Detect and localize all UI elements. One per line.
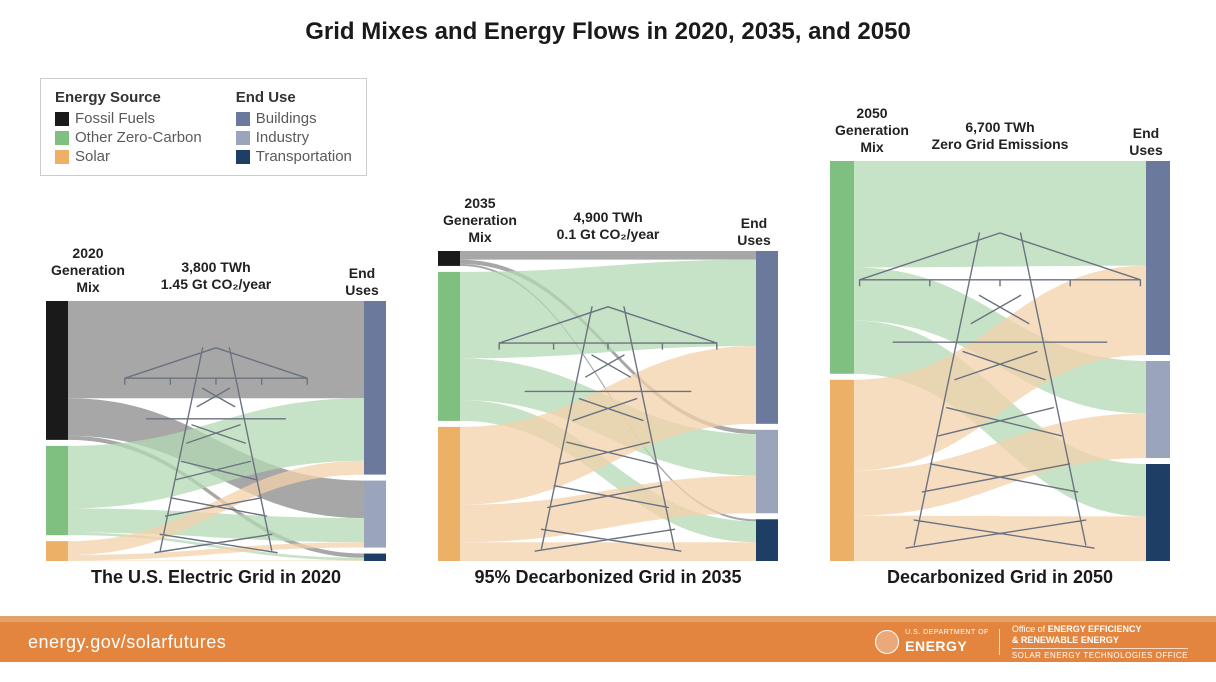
source-bar-solar [46, 541, 68, 561]
footer: energy.gov/solarfutures U.S. DEPARTMENT … [0, 616, 1216, 662]
legend-label: Buildings [256, 110, 317, 127]
legend-item-buildings: Buildings [236, 110, 352, 127]
doe-logo: U.S. DEPARTMENT OF ENERGY [875, 629, 1000, 654]
footer-url: energy.gov/solarfutures [28, 632, 226, 653]
source-bar-fossil [438, 251, 460, 266]
oeere-l2: & RENEWABLE ENERGY [1012, 635, 1188, 646]
legend-label: Other Zero-Carbon [75, 129, 202, 146]
doe-small: U.S. DEPARTMENT OF [905, 629, 989, 637]
enduse-bar-industry [756, 430, 778, 513]
end-uses-label: End Uses [1126, 125, 1166, 159]
legend-col-enduse: End Use Buildings Industry Transportatio… [236, 89, 352, 165]
sankey-svg-2050 [830, 161, 1170, 561]
legend-label: Solar [75, 148, 110, 165]
swatch-zero [55, 131, 69, 145]
swatch-solar [55, 150, 69, 164]
swatch-buildings [236, 112, 250, 126]
legend-label: Industry [256, 129, 309, 146]
panel-2050: 2050 Generation Mix 6,700 TWh Zero Grid … [830, 161, 1170, 588]
enduse-bar-transport [364, 554, 386, 561]
swatch-transport [236, 150, 250, 164]
legend-source-header: Energy Source [55, 89, 202, 106]
source-bar-zero [438, 272, 460, 421]
enduse-bar-buildings [364, 301, 386, 475]
source-bar-zero [46, 446, 68, 535]
enduse-bar-industry [364, 481, 386, 548]
gen-mix-label: 2035 Generation Mix [440, 195, 520, 245]
end-uses-label: End Uses [342, 265, 382, 299]
swatch-fossil [55, 112, 69, 126]
sankey-svg-2020 [46, 301, 386, 561]
page-title: Grid Mixes and Energy Flows in 2020, 203… [0, 18, 1216, 46]
legend-enduse-header: End Use [236, 89, 352, 106]
legend-item-solar: Solar [55, 148, 202, 165]
enduse-bar-transport [756, 519, 778, 561]
legend-item-transport: Transportation [236, 148, 352, 165]
legend-label: Fossil Fuels [75, 110, 155, 127]
legend-item-zero: Other Zero-Carbon [55, 129, 202, 146]
oeere-prefix: Office of [1012, 624, 1045, 634]
enduse-bar-buildings [756, 251, 778, 424]
enduse-bar-buildings [1146, 161, 1170, 355]
enduse-bar-transport [1146, 464, 1170, 561]
end-uses-label: End Uses [734, 215, 774, 249]
source-bar-fossil [46, 301, 68, 440]
panel-caption: The U.S. Electric Grid in 2020 [91, 567, 341, 588]
oeere-l1: ENERGY EFFICIENCY [1048, 624, 1142, 634]
panel-caption: Decarbonized Grid in 2050 [887, 567, 1113, 588]
source-bar-solar [438, 427, 460, 561]
gen-mix-label: 2050 Generation Mix [832, 105, 912, 155]
legend: Energy Source Fossil Fuels Other Zero-Ca… [40, 78, 367, 176]
enduse-bar-industry [1146, 361, 1170, 458]
panel-2020: 2020 Generation Mix 3,800 TWh 1.45 Gt CO… [46, 301, 386, 588]
panel-caption: 95% Decarbonized Grid in 2035 [474, 567, 741, 588]
footer-logos: U.S. DEPARTMENT OF ENERGY Office of ENER… [875, 624, 1188, 660]
legend-label: Transportation [256, 148, 352, 165]
sankey-svg-2035 [438, 251, 778, 561]
doe-big: ENERGY [905, 638, 989, 655]
legend-item-fossil: Fossil Fuels [55, 110, 202, 127]
source-bar-zero [830, 161, 854, 374]
oeere-l3: SOLAR ENERGY TECHNOLOGIES OFFICE [1012, 648, 1188, 661]
legend-col-source: Energy Source Fossil Fuels Other Zero-Ca… [55, 89, 202, 165]
source-bar-solar [830, 380, 854, 561]
doe-seal-icon [875, 630, 899, 654]
panel-2035: 2035 Generation Mix 4,900 TWh 0.1 Gt CO₂… [438, 251, 778, 588]
gen-mix-label: 2020 Generation Mix [48, 245, 128, 295]
swatch-industry [236, 131, 250, 145]
oeere-logo: Office of ENERGY EFFICIENCY & RENEWABLE … [1012, 624, 1188, 660]
legend-item-industry: Industry [236, 129, 352, 146]
